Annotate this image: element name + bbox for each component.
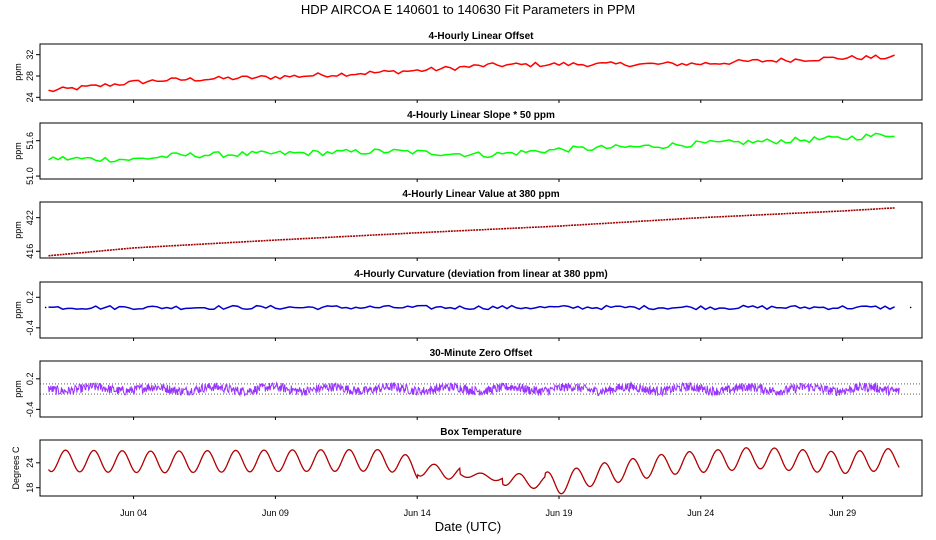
panel-title: 4-Hourly Linear Slope * 50 ppm — [407, 110, 555, 121]
panel-frame — [39, 281, 923, 339]
series-line — [48, 132, 895, 163]
series-point — [44, 306, 47, 309]
y-axis-label: Degrees C — [11, 446, 21, 490]
y-tick-label: 0.2 — [25, 291, 35, 304]
x-tick-label: Jun 09 — [262, 508, 289, 518]
panel-title: 4-Hourly Linear Offset — [428, 31, 534, 42]
panel-frame — [39, 122, 923, 180]
panel-5: 30-Minute Zero Offset ppm-0.4 0.2 — [13, 348, 923, 420]
x-tick-label: Jun 29 — [829, 508, 856, 518]
panel-1: 4-Hourly Linear Offset ppm 24 28 32 — [13, 31, 923, 103]
y-tick-label: 24 — [25, 458, 35, 468]
y-tick-label: 0.2 — [25, 373, 35, 386]
series-line — [48, 304, 895, 311]
panel-frame — [39, 439, 923, 497]
y-tick-label: 422 — [25, 210, 35, 225]
y-tick-label: 51.6 — [25, 132, 35, 150]
panels: 4-Hourly Linear Offsetppm2428324-Hourly … — [11, 31, 923, 499]
y-tick-label: 28 — [25, 71, 35, 81]
panel-6: Box Temperature Degrees C 18 24 — [11, 427, 923, 499]
y-tick-label: 18 — [25, 483, 35, 493]
y-tick-label: -0.4 — [25, 402, 35, 418]
y-axis-label: ppm — [13, 142, 23, 160]
y-tick-label: 32 — [25, 50, 35, 60]
panel-frame — [39, 360, 923, 418]
x-axis-label: Date (UTC) — [435, 519, 501, 534]
x-tick-label: Jun 24 — [687, 508, 714, 518]
panel-title: 4-Hourly Curvature (deviation from linea… — [354, 269, 607, 280]
y-axis-label: ppm — [13, 301, 23, 319]
panel-title: 4-Hourly Linear Value at 380 ppm — [402, 189, 559, 200]
y-tick-label: 24 — [25, 92, 35, 102]
x-tick-label: Jun 04 — [120, 508, 147, 518]
panel-frame — [39, 201, 923, 259]
y-tick-label: 51.0 — [25, 167, 35, 185]
x-tick-label: Jun 19 — [545, 508, 572, 518]
panel-title: Box Temperature — [440, 427, 522, 438]
series-points — [48, 381, 900, 398]
panel-4: 4-Hourly Curvature (deviation from linea… — [13, 269, 923, 341]
series-point — [909, 306, 912, 309]
figure-title: HDP AIRCOA E 140601 to 140630 Fit Parame… — [301, 2, 635, 17]
x-axis: Jun 04 Jun 09 Jun 14 Jun 19 Jun 24 Jun 29 — [120, 508, 856, 518]
y-axis-label: ppm — [13, 63, 23, 81]
series-line — [48, 207, 895, 257]
series-line — [48, 447, 900, 495]
y-axis-label: ppm — [13, 380, 23, 398]
y-tick-label: -0.4 — [25, 320, 35, 336]
panel-frame — [39, 43, 923, 101]
y-axis-label: ppm — [13, 221, 23, 239]
panel-title: 30-Minute Zero Offset — [430, 348, 533, 359]
y-tick-label: 416 — [25, 244, 35, 259]
series-line — [48, 54, 895, 93]
x-tick-label: Jun 14 — [404, 508, 431, 518]
